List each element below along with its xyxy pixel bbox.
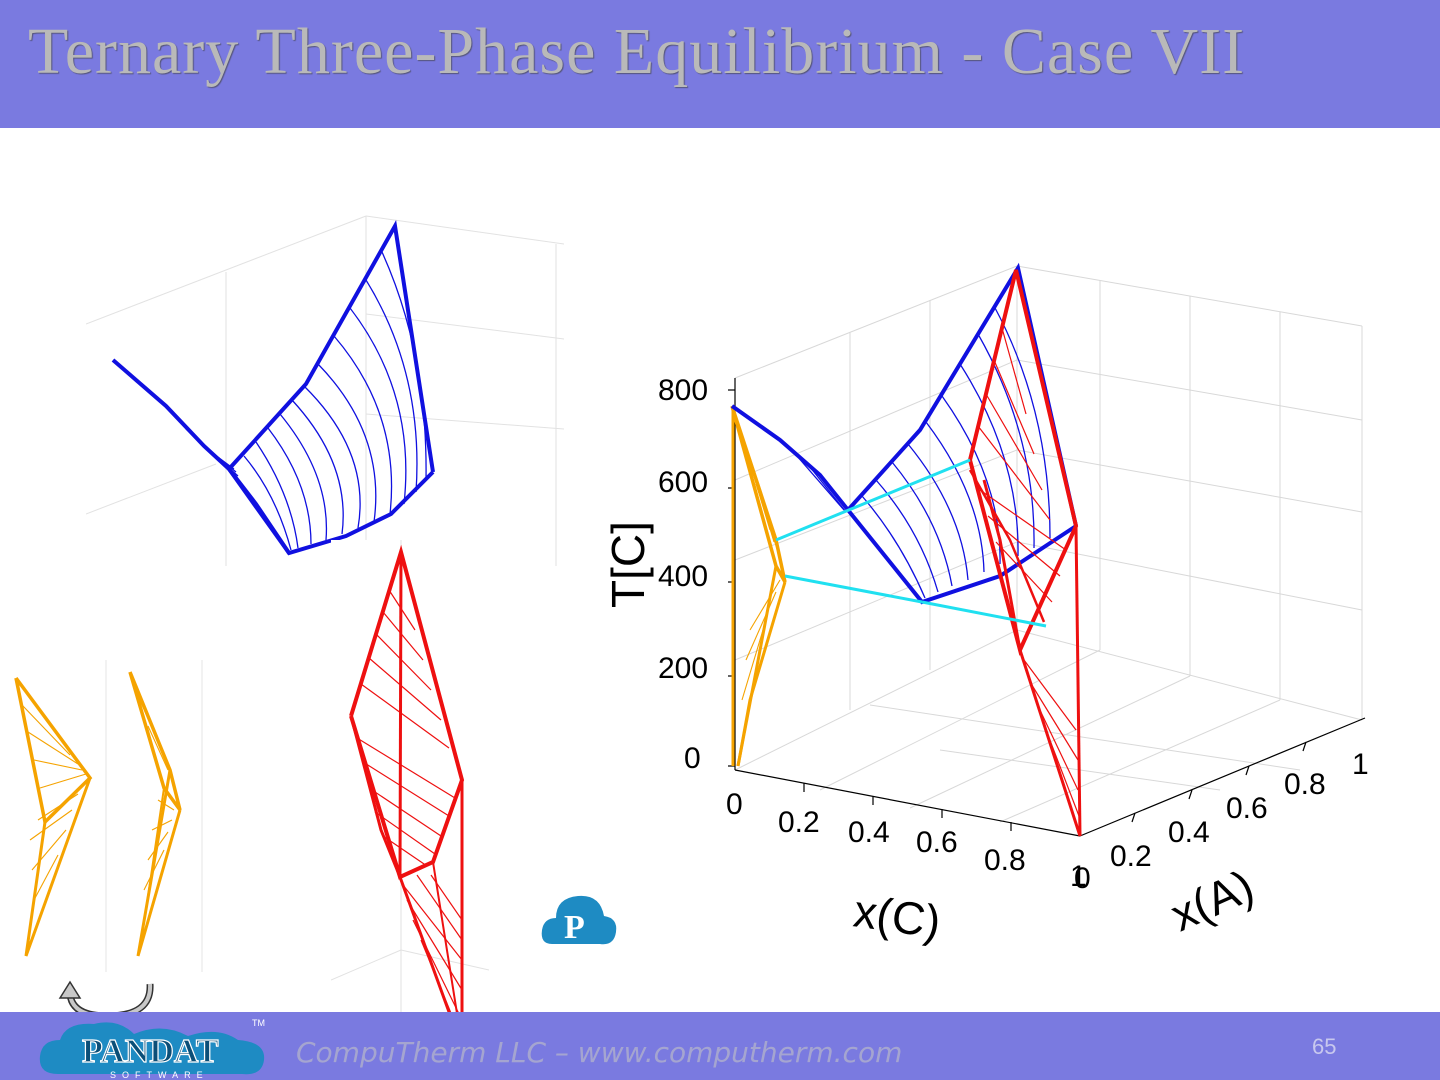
x-tick-1: 1 — [1070, 860, 1087, 893]
title-bar: Ternary Three-Phase Equilibrium - Case V… — [0, 0, 1440, 128]
blue-surface — [730, 262, 1078, 605]
y-tick-labels: 800 600 400 200 0 — [658, 374, 708, 775]
pandat-logo: PANDAT SOFTWARE TM — [39, 1018, 265, 1080]
z-axis-label: x(A) — [1163, 859, 1261, 941]
x-tick-02: 0.2 — [778, 806, 820, 839]
z-tick-06: 0.6 — [1226, 792, 1268, 825]
z-tick-04: 0.4 — [1168, 816, 1210, 849]
red-view-surface — [349, 544, 465, 1046]
y-tick-0: 0 — [684, 742, 701, 775]
orange-left-surface — [14, 676, 93, 957]
orange-surface-view-right — [118, 660, 204, 972]
orange-right-surface — [128, 671, 182, 957]
blue-view-surface — [111, 219, 435, 556]
y-tick-800: 800 — [658, 374, 708, 407]
orange-surface-view-left — [10, 660, 108, 972]
red-surface-view — [331, 540, 489, 1056]
main-3d-diagram: 800 600 400 200 0 T[C] 0 0.2 0.4 0.6 0.8… — [602, 262, 1369, 948]
blue-surface-view — [86, 214, 564, 566]
slide-title: Ternary Three-Phase Equilibrium - Case V… — [28, 15, 1246, 88]
x-tick-labels: 0 0.2 0.4 0.6 0.8 1 — [726, 788, 1087, 893]
pandat-p-icon: P — [541, 895, 617, 946]
x-tick-06: 0.6 — [916, 826, 958, 859]
y-tick-400: 400 — [658, 560, 708, 593]
x-tick-04: 0.4 — [848, 816, 890, 849]
z-tick-0: 0 — [1074, 862, 1091, 895]
y-axis-label: T[C] — [602, 521, 654, 608]
svg-text:P: P — [564, 909, 585, 946]
red-surface — [968, 269, 1082, 837]
orange-surface — [730, 405, 787, 767]
logo-subtext: SOFTWARE — [110, 1070, 209, 1080]
y-tick-600: 600 — [658, 466, 708, 499]
x-axis-label: x(C) — [851, 884, 944, 948]
z-tick-02: 0.2 — [1110, 840, 1152, 873]
x-tick-0: 0 — [726, 788, 743, 821]
tie-lines — [775, 458, 1047, 628]
main-axes — [728, 378, 1366, 837]
red-view-grid — [331, 540, 489, 1056]
footer-text: CompuTherm LLC – www.computherm.com — [296, 1036, 903, 1069]
z-tick-labels: 0 0.2 0.4 0.6 0.8 1 — [1074, 748, 1369, 895]
z-tick-1: 1 — [1352, 748, 1369, 781]
z-tick-08: 0.8 — [1284, 768, 1326, 801]
logo-text: PANDAT — [82, 1033, 219, 1070]
page-number: 65 — [1312, 1034, 1337, 1059]
logo-tm: TM — [252, 1018, 265, 1028]
y-tick-200: 200 — [658, 652, 708, 685]
x-tick-08: 0.8 — [984, 844, 1026, 877]
blue-view-grid — [86, 215, 564, 566]
